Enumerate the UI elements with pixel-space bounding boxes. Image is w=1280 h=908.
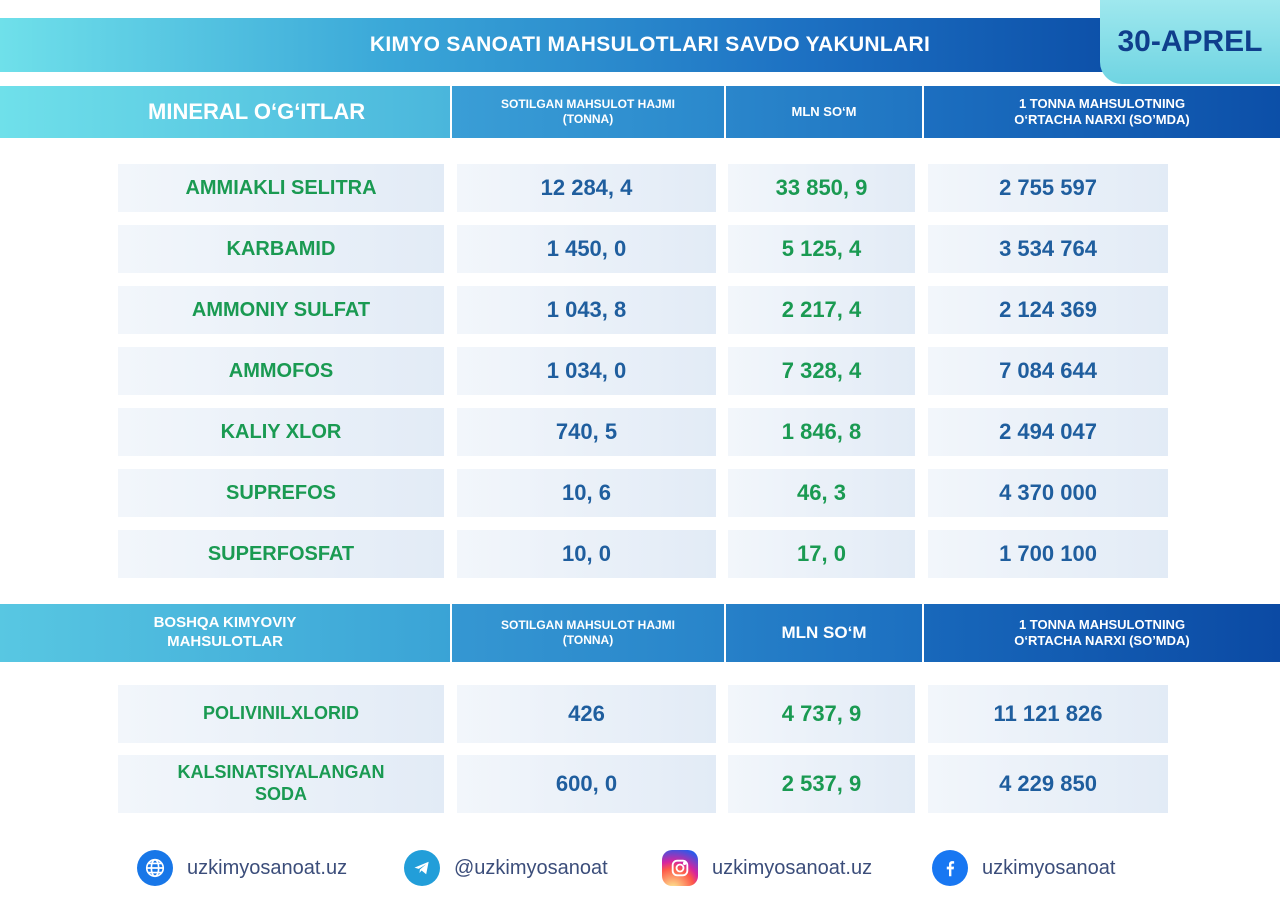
price-value: 3 534 764 [928, 225, 1168, 273]
table-row: KARBAMID 1 450, 0 5 125, 4 3 534 764 [0, 225, 1280, 273]
price-value: 4 370 000 [928, 469, 1168, 517]
mln-value: 2 217, 4 [728, 286, 915, 334]
product-name-line1: KALSINATSIYALANGAN [177, 762, 385, 783]
mln-value: 5 125, 4 [728, 225, 915, 273]
page-title: KIMYO SANOATI MAHSULOTLARI SAVDO YAKUNLA… [369, 33, 931, 56]
column-header-mln-text: MLN SO‘M [791, 103, 857, 119]
volume-value: 740, 5 [457, 408, 716, 456]
column-header-price-line2: O‘RTACHA NARXI (SO’MDA) [1014, 112, 1190, 127]
table-row: AMMOFOS 1 034, 0 7 328, 4 7 084 644 [0, 347, 1280, 395]
product-name-line1: POLIVINILXLORID [202, 703, 359, 724]
product-name: POLIVINILXLORID [118, 685, 444, 743]
volume-value: 10, 6 [457, 469, 716, 517]
mln-value: 17, 0 [728, 530, 915, 578]
product-name: AMMONIY SULFAT [118, 286, 444, 334]
instagram-text: uzkimyosanoat.uz [712, 856, 873, 879]
mln-value: 33 850, 9 [728, 164, 915, 212]
volume-value: 426 [457, 685, 716, 743]
column-header-mln: MLN SO‘M [726, 604, 922, 662]
volume-value: 1 043, 8 [457, 286, 716, 334]
title-banner: KIMYO SANOATI MAHSULOTLARI SAVDO YAKUNLA… [0, 18, 1120, 72]
section-title-text: MINERAL O‘G‘ITLAR [148, 99, 366, 125]
facebook-icon [932, 850, 968, 886]
column-header-volume-line2: (TONNA) [562, 633, 614, 647]
facebook-text: uzkimyosanoat [982, 856, 1116, 879]
column-header-volume: SOTILGAN MAHSULOT HAJMI (TONNA) [452, 86, 724, 138]
price-value: 7 084 644 [928, 347, 1168, 395]
section-title-line2: MAHSULOTLAR [167, 633, 283, 650]
date-label: 30-APREL [1117, 25, 1263, 58]
column-header-price: 1 TONNA MAHSULOTNING O‘RTACHA NARXI (SO’… [924, 604, 1280, 662]
table-row: KALSINATSIYALANGAN SODA 600, 0 2 537, 9 … [0, 755, 1280, 813]
price-value: 2 755 597 [928, 164, 1168, 212]
mineral-fertilizers-header: MINERAL O‘G‘ITLAR SOTILGAN MAHSULOT HAJM… [0, 86, 1280, 138]
section-title-line1: BOSHQA KIMYOVIY [153, 614, 297, 632]
mln-value: 1 846, 8 [728, 408, 915, 456]
table-row: POLIVINILXLORID 426 4 737, 9 11 121 826 [0, 685, 1280, 743]
price-value: 11 121 826 [928, 685, 1168, 743]
column-header-volume-line1: SOTILGAN MAHSULOT HAJMI [501, 618, 675, 632]
product-name: KALIY XLOR [118, 408, 444, 456]
table-row: SUPERFOSFAT 10, 0 17, 0 1 700 100 [0, 530, 1280, 578]
other-chemicals-table: POLIVINILXLORID 426 4 737, 9 11 121 826 … [0, 685, 1280, 825]
telegram-icon [404, 850, 440, 886]
other-chemicals-header: BOSHQA KIMYOVIY MAHSULOTLAR SOTILGAN MAH… [0, 604, 1280, 662]
mineral-fertilizers-table: AMMIAKLI SELITRA 12 284, 4 33 850, 9 2 7… [0, 164, 1280, 591]
price-value: 2 124 369 [928, 286, 1168, 334]
product-name: KALSINATSIYALANGAN SODA [118, 755, 444, 813]
product-name: SUPREFOS [118, 469, 444, 517]
volume-value: 12 284, 4 [457, 164, 716, 212]
globe-icon [137, 850, 173, 886]
column-header-volume-line1: SOTILGAN MAHSULOT HAJMI [501, 97, 675, 111]
column-header-price-line1: 1 TONNA MAHSULOTNING [1018, 95, 1186, 111]
product-name-line2: SODA [254, 784, 307, 804]
footer-contacts: uzkimyosanoat.uz @uzkimyosanoat uzkimyos… [0, 848, 1280, 888]
column-header-volume-line2: (TONNA) [562, 112, 614, 126]
mln-value: 4 737, 9 [728, 685, 915, 743]
table-row: KALIY XLOR 740, 5 1 846, 8 2 494 047 [0, 408, 1280, 456]
footer-facebook-link[interactable]: uzkimyosanoat [932, 848, 1115, 888]
footer-telegram-link[interactable]: @uzkimyosanoat [404, 848, 608, 888]
section-title: MINERAL O‘G‘ITLAR [0, 86, 450, 138]
mln-value: 46, 3 [728, 469, 915, 517]
price-value: 4 229 850 [928, 755, 1168, 813]
column-header-price-line1: 1 TONNA MAHSULOTNING [1018, 616, 1186, 632]
footer-instagram-link[interactable]: uzkimyosanoat.uz [662, 848, 872, 888]
date-badge: 30-APREL [1100, 0, 1280, 84]
telegram-text: @uzkimyosanoat [454, 856, 608, 879]
product-name: AMMOFOS [118, 347, 444, 395]
price-value: 2 494 047 [928, 408, 1168, 456]
instagram-icon [662, 850, 698, 886]
website-text: uzkimyosanoat.uz [187, 856, 348, 879]
column-header-mln-text: MLN SO‘M [781, 623, 867, 643]
table-row: SUPREFOS 10, 6 46, 3 4 370 000 [0, 469, 1280, 517]
footer-website-link[interactable]: uzkimyosanoat.uz [137, 848, 347, 888]
section-title: BOSHQA KIMYOVIY MAHSULOTLAR [0, 604, 450, 662]
table-row: AMMONIY SULFAT 1 043, 8 2 217, 4 2 124 3… [0, 286, 1280, 334]
volume-value: 1 034, 0 [457, 347, 716, 395]
product-name: AMMIAKLI SELITRA [118, 164, 444, 212]
column-header-price: 1 TONNA MAHSULOTNING O‘RTACHA NARXI (SO’… [924, 86, 1280, 138]
mln-value: 7 328, 4 [728, 347, 915, 395]
volume-value: 10, 0 [457, 530, 716, 578]
column-header-volume: SOTILGAN MAHSULOT HAJMI (TONNA) [452, 604, 724, 662]
product-name: KARBAMID [118, 225, 444, 273]
column-header-price-line2: O‘RTACHA NARXI (SO’MDA) [1014, 633, 1190, 648]
column-header-mln: MLN SO‘M [726, 86, 922, 138]
mln-value: 2 537, 9 [728, 755, 915, 813]
table-row: AMMIAKLI SELITRA 12 284, 4 33 850, 9 2 7… [0, 164, 1280, 212]
volume-value: 1 450, 0 [457, 225, 716, 273]
volume-value: 600, 0 [457, 755, 716, 813]
product-name: SUPERFOSFAT [118, 530, 444, 578]
price-value: 1 700 100 [928, 530, 1168, 578]
